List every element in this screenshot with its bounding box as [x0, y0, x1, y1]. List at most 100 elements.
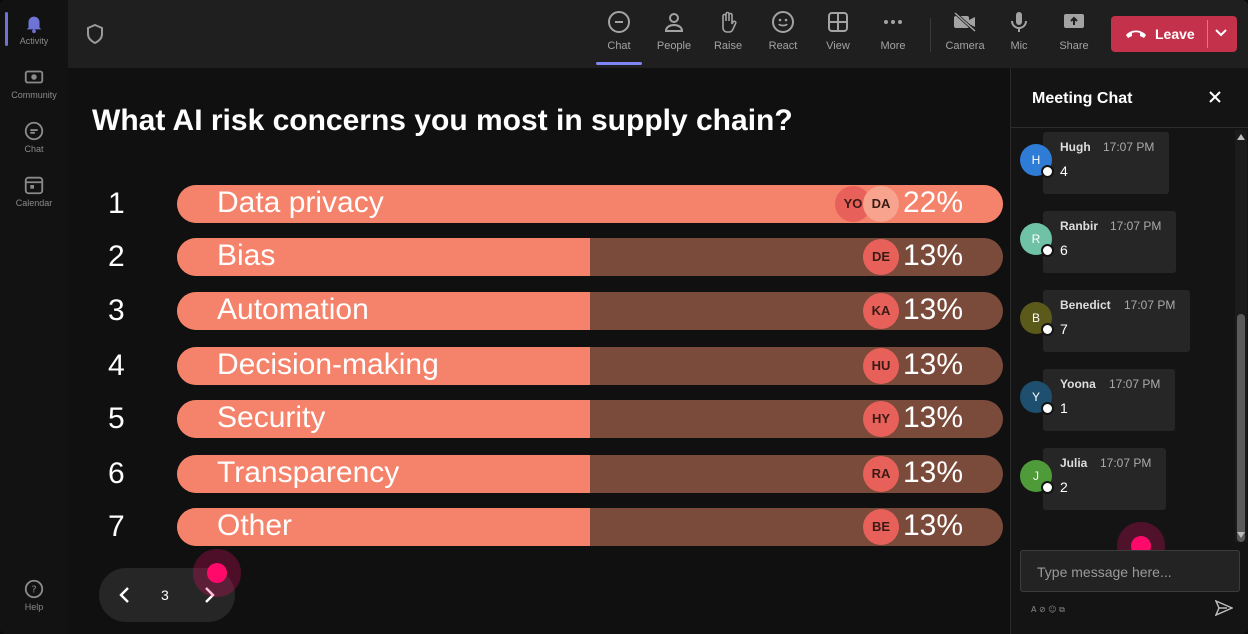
leave-button[interactable]: Leave	[1111, 16, 1237, 52]
option-percentage: 22%	[902, 186, 963, 219]
voter-avatar: HY	[863, 401, 899, 437]
scrollbar-thumb[interactable]	[1237, 314, 1245, 542]
chevron-left-icon[interactable]	[117, 586, 133, 604]
option-label: Data privacy	[217, 186, 384, 219]
community-icon	[24, 70, 44, 84]
poll-option-row: 6 Transparency 13% RA	[68, 455, 1010, 493]
option-bar: Decision-making 13% HU	[177, 347, 1003, 385]
more-button-label: More	[880, 40, 906, 52]
chat-message-input[interactable]	[1021, 551, 1239, 593]
option-bar: Automation 13% KA	[177, 292, 1003, 330]
chevron-down-icon[interactable]	[1214, 28, 1228, 38]
rail-label-community: Community	[11, 90, 57, 100]
option-number: 5	[108, 402, 125, 435]
option-bar: Transparency 13% RA	[177, 455, 1003, 493]
option-bar-fill	[177, 292, 590, 330]
option-bar-fill	[177, 400, 590, 438]
presence-status-icon	[1041, 323, 1054, 336]
chat-avatar[interactable]: B	[1020, 302, 1054, 336]
mic-button-label: Mic	[1010, 40, 1028, 52]
option-label: Bias	[217, 239, 276, 272]
option-percentage: 13%	[902, 348, 963, 381]
format-tools-icon[interactable]: A ⊘ ☺ ⧉	[1031, 604, 1091, 614]
raise-hand-button[interactable]: Raise	[703, 10, 753, 52]
message-author: Benedict	[1060, 298, 1111, 312]
app-rail: Activity Community Chat Calendar ? Help	[0, 0, 68, 634]
poll-question: What AI risk concerns you most in supply…	[92, 104, 793, 137]
mic-icon	[1011, 12, 1027, 32]
share-button-label: Share	[1059, 40, 1089, 52]
chat-button[interactable]: Chat	[594, 10, 644, 52]
chat-message: Yoona 17:07 PM 1	[1043, 369, 1175, 431]
message-time: 17:07 PM	[1100, 456, 1152, 470]
option-label: Security	[217, 401, 326, 434]
send-icon[interactable]	[1215, 600, 1233, 616]
avatar-initial: H	[1031, 153, 1041, 167]
voter-avatar: KA	[863, 293, 899, 329]
people-icon	[664, 13, 684, 32]
chat-avatar[interactable]: J	[1020, 460, 1054, 494]
people-button-label: People	[656, 40, 692, 52]
voter-avatar: HU	[863, 348, 899, 384]
scroll-down-arrow-icon[interactable]	[1237, 532, 1245, 538]
chat-panel-title: Meeting Chat	[1032, 90, 1133, 107]
camera-button-label: Camera	[945, 40, 985, 52]
option-number: 6	[108, 457, 125, 490]
poll-option-row: 7 Other 13% BE	[68, 508, 1010, 546]
chevron-right-icon[interactable]	[201, 586, 217, 604]
view-button[interactable]: View	[813, 10, 863, 52]
svg-text:?: ?	[31, 585, 36, 596]
option-number: 4	[108, 349, 125, 382]
option-percentage: 13%	[902, 401, 963, 434]
rail-item-calendar[interactable]: Calendar	[0, 174, 68, 208]
help-icon: ?	[24, 579, 44, 599]
chat-icon	[608, 11, 630, 33]
mic-button[interactable]: Mic	[994, 10, 1044, 52]
avatar-initial: J	[1033, 469, 1039, 483]
option-number: 2	[108, 240, 125, 273]
toolbar-divider	[930, 18, 931, 52]
option-percentage: 13%	[902, 293, 963, 326]
smiley-icon	[772, 11, 794, 33]
option-bar-fill	[177, 347, 590, 385]
chat-button-label: Chat	[607, 40, 631, 52]
close-icon[interactable]	[1208, 90, 1222, 104]
option-bar-fill	[177, 455, 590, 493]
chat-avatar[interactable]: Y	[1020, 381, 1054, 415]
option-percentage: 13%	[902, 239, 963, 272]
voter-avatar: YO	[835, 186, 871, 222]
rail-item-activity[interactable]: Activity	[0, 12, 68, 46]
shield-icon[interactable]	[86, 24, 104, 44]
rail-item-help[interactable]: ? Help	[0, 578, 68, 612]
share-button[interactable]: Share	[1049, 10, 1099, 52]
option-label: Decision-making	[217, 348, 439, 381]
rail-label-help: Help	[24, 602, 44, 612]
message-time: 17:07 PM	[1110, 219, 1162, 233]
people-button[interactable]: People	[649, 10, 699, 52]
voter-avatar: DA	[863, 186, 899, 222]
option-number: 7	[108, 510, 125, 543]
chat-header-divider	[1011, 127, 1248, 128]
react-button-label: React	[768, 40, 798, 52]
chat-icon	[24, 121, 44, 141]
option-label: Automation	[217, 293, 369, 326]
rail-item-community[interactable]: Community	[0, 66, 68, 100]
message-author: Julia	[1060, 456, 1088, 470]
chat-scrollbar[interactable]	[1235, 130, 1247, 542]
chat-avatar[interactable]: H	[1020, 144, 1054, 178]
scroll-up-arrow-icon[interactable]	[1237, 134, 1245, 140]
react-button[interactable]: React	[758, 10, 808, 52]
option-bar-fill	[177, 238, 590, 276]
leave-divider	[1207, 20, 1208, 48]
camera-button[interactable]: Camera	[940, 10, 990, 52]
option-bar: Other 13% BE	[177, 508, 1003, 546]
chat-avatar[interactable]: R	[1020, 223, 1054, 257]
rail-item-chat[interactable]: Chat	[0, 120, 68, 154]
chat-message-box[interactable]	[1020, 550, 1240, 593]
option-label: Other	[217, 509, 293, 542]
message-text: 7	[1060, 321, 1068, 337]
poll-option-row: 1 Data privacy 22% YO DA	[68, 185, 1010, 223]
more-button[interactable]: More	[868, 10, 918, 52]
leave-button-label: Leave	[1155, 26, 1195, 42]
